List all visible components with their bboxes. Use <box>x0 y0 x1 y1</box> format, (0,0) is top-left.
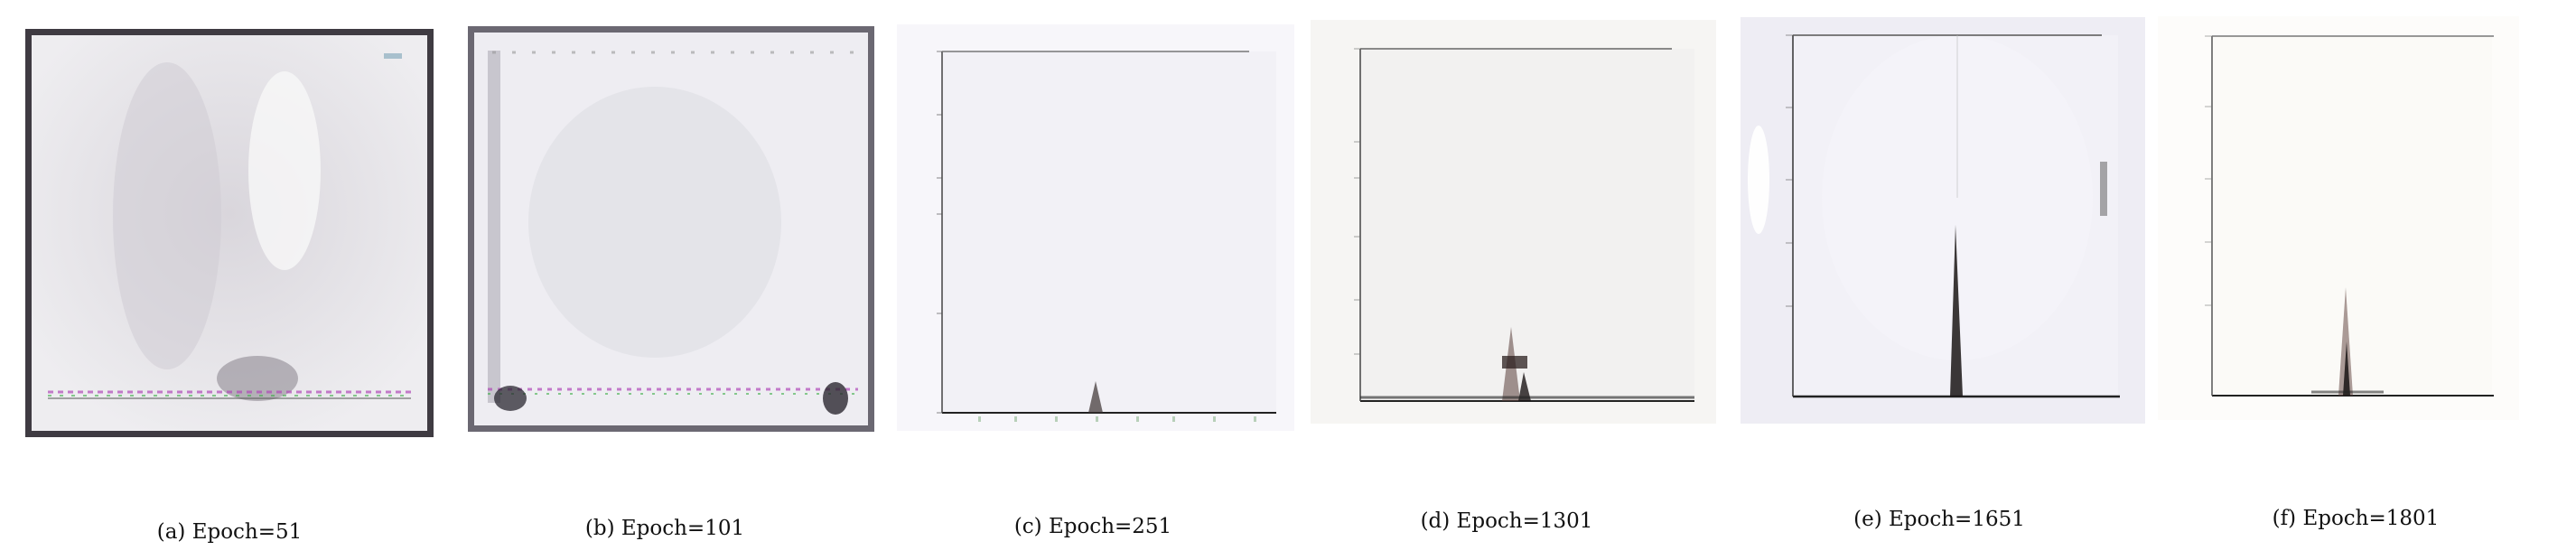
subfigure-d-image <box>1311 20 1716 424</box>
spike <box>1088 381 1103 413</box>
blurred-plot-a <box>32 35 427 431</box>
spike-halo <box>2338 287 2353 396</box>
plot-f <box>2158 16 2519 420</box>
subfigure-c-caption: (c) Epoch=251 <box>1013 515 1172 538</box>
plot-d <box>1311 20 1716 424</box>
subfigure-a-image <box>25 29 434 437</box>
plot-e <box>1741 17 2145 424</box>
subfigure-e-image <box>1741 17 2145 424</box>
subfigure-e-caption: (e) Epoch=1651 <box>1853 508 2025 531</box>
blurred-plot-b <box>474 33 868 425</box>
subfigure-b-caption: (b) Epoch=101 <box>584 517 745 540</box>
subfigure-d-caption: (d) Epoch=1301 <box>1420 509 1593 533</box>
subfigure-b-image <box>468 26 874 432</box>
spike <box>2343 341 2350 396</box>
subfigure-c-image <box>897 24 1294 431</box>
subfigure-f-caption: (f) Epoch=1801 <box>2272 507 2440 530</box>
spike <box>1950 225 1963 397</box>
subfigure-a-caption: (a) Epoch=51 <box>156 520 303 544</box>
subfigure-f-image <box>2158 16 2519 420</box>
plot-c <box>897 24 1294 431</box>
